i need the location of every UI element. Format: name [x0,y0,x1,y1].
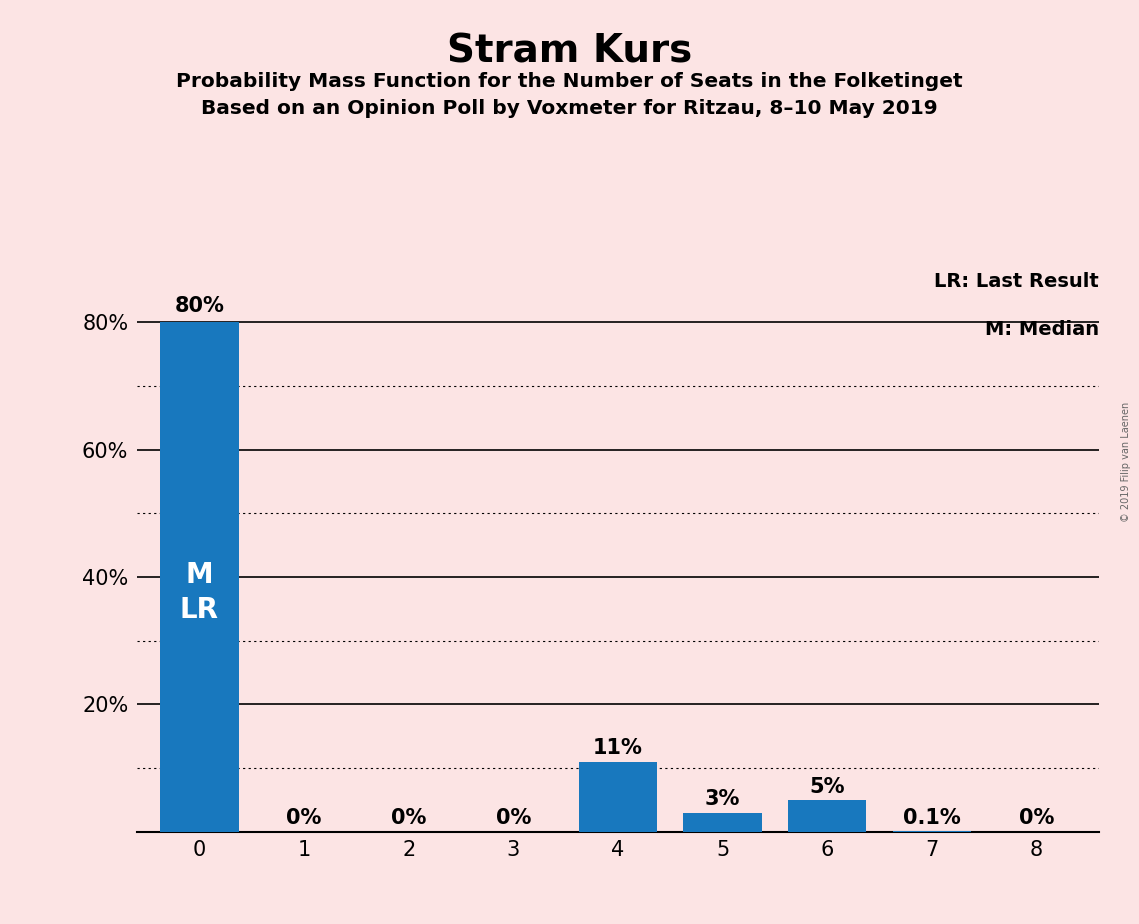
Bar [683,812,762,832]
Text: 3%: 3% [705,789,740,809]
Text: 0%: 0% [286,808,321,829]
Text: LR: Last Result: LR: Last Result [934,272,1099,291]
Text: 0%: 0% [391,808,426,829]
Text: 0%: 0% [495,808,531,829]
Text: Stram Kurs: Stram Kurs [446,32,693,70]
Text: 0%: 0% [1018,808,1054,829]
Text: 5%: 5% [810,776,845,796]
Text: © 2019 Filip van Laenen: © 2019 Filip van Laenen [1121,402,1131,522]
Text: 80%: 80% [174,296,224,316]
Text: Probability Mass Function for the Number of Seats in the Folketinget: Probability Mass Function for the Number… [177,72,962,91]
Text: Based on an Opinion Poll by Voxmeter for Ritzau, 8–10 May 2019: Based on an Opinion Poll by Voxmeter for… [202,99,937,118]
Bar [788,800,867,832]
Bar [579,761,657,832]
Text: 0.1%: 0.1% [903,808,960,828]
Text: M
LR: M LR [180,561,219,624]
Text: 11%: 11% [593,738,642,759]
Bar [161,322,239,832]
Text: M: Median: M: Median [985,320,1099,338]
